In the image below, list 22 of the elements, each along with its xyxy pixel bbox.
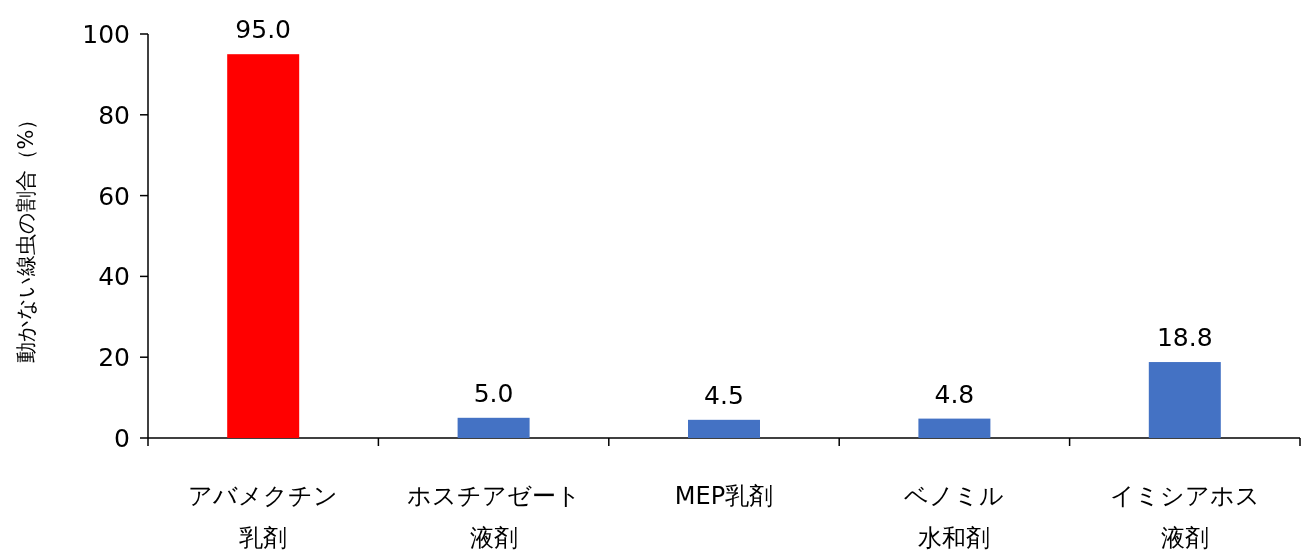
bar <box>227 54 300 438</box>
x-tick-label: MEP乳剤 <box>674 482 774 510</box>
data-label: 4.5 <box>704 380 744 410</box>
y-tick-label: 40 <box>98 262 130 292</box>
y-tick-label: 100 <box>82 20 130 49</box>
bar <box>1148 362 1221 438</box>
data-label: 4.8 <box>934 379 975 409</box>
data-label: 18.8 <box>1156 323 1213 353</box>
y-axis-title: 動かない線虫の割合（%） <box>14 108 38 364</box>
data-label: 95.0 <box>235 15 292 45</box>
x-tick-label: ベノミル水和剤 <box>904 482 1005 552</box>
bar <box>688 419 760 438</box>
y-tick-label: 80 <box>98 100 130 130</box>
x-tick-label: イミシアホス液剤 <box>1109 482 1260 552</box>
data-label: 5.0 <box>473 378 514 408</box>
bar <box>918 418 991 438</box>
y-tick-label: 0 <box>114 424 130 453</box>
x-tick-label: ホスチアゼート液剤 <box>406 482 581 552</box>
y-tick-label: 20 <box>98 343 130 373</box>
y-tick-label: 60 <box>98 181 130 211</box>
x-tick-label: アバメクチン乳剤 <box>188 482 339 552</box>
bar <box>457 417 530 438</box>
